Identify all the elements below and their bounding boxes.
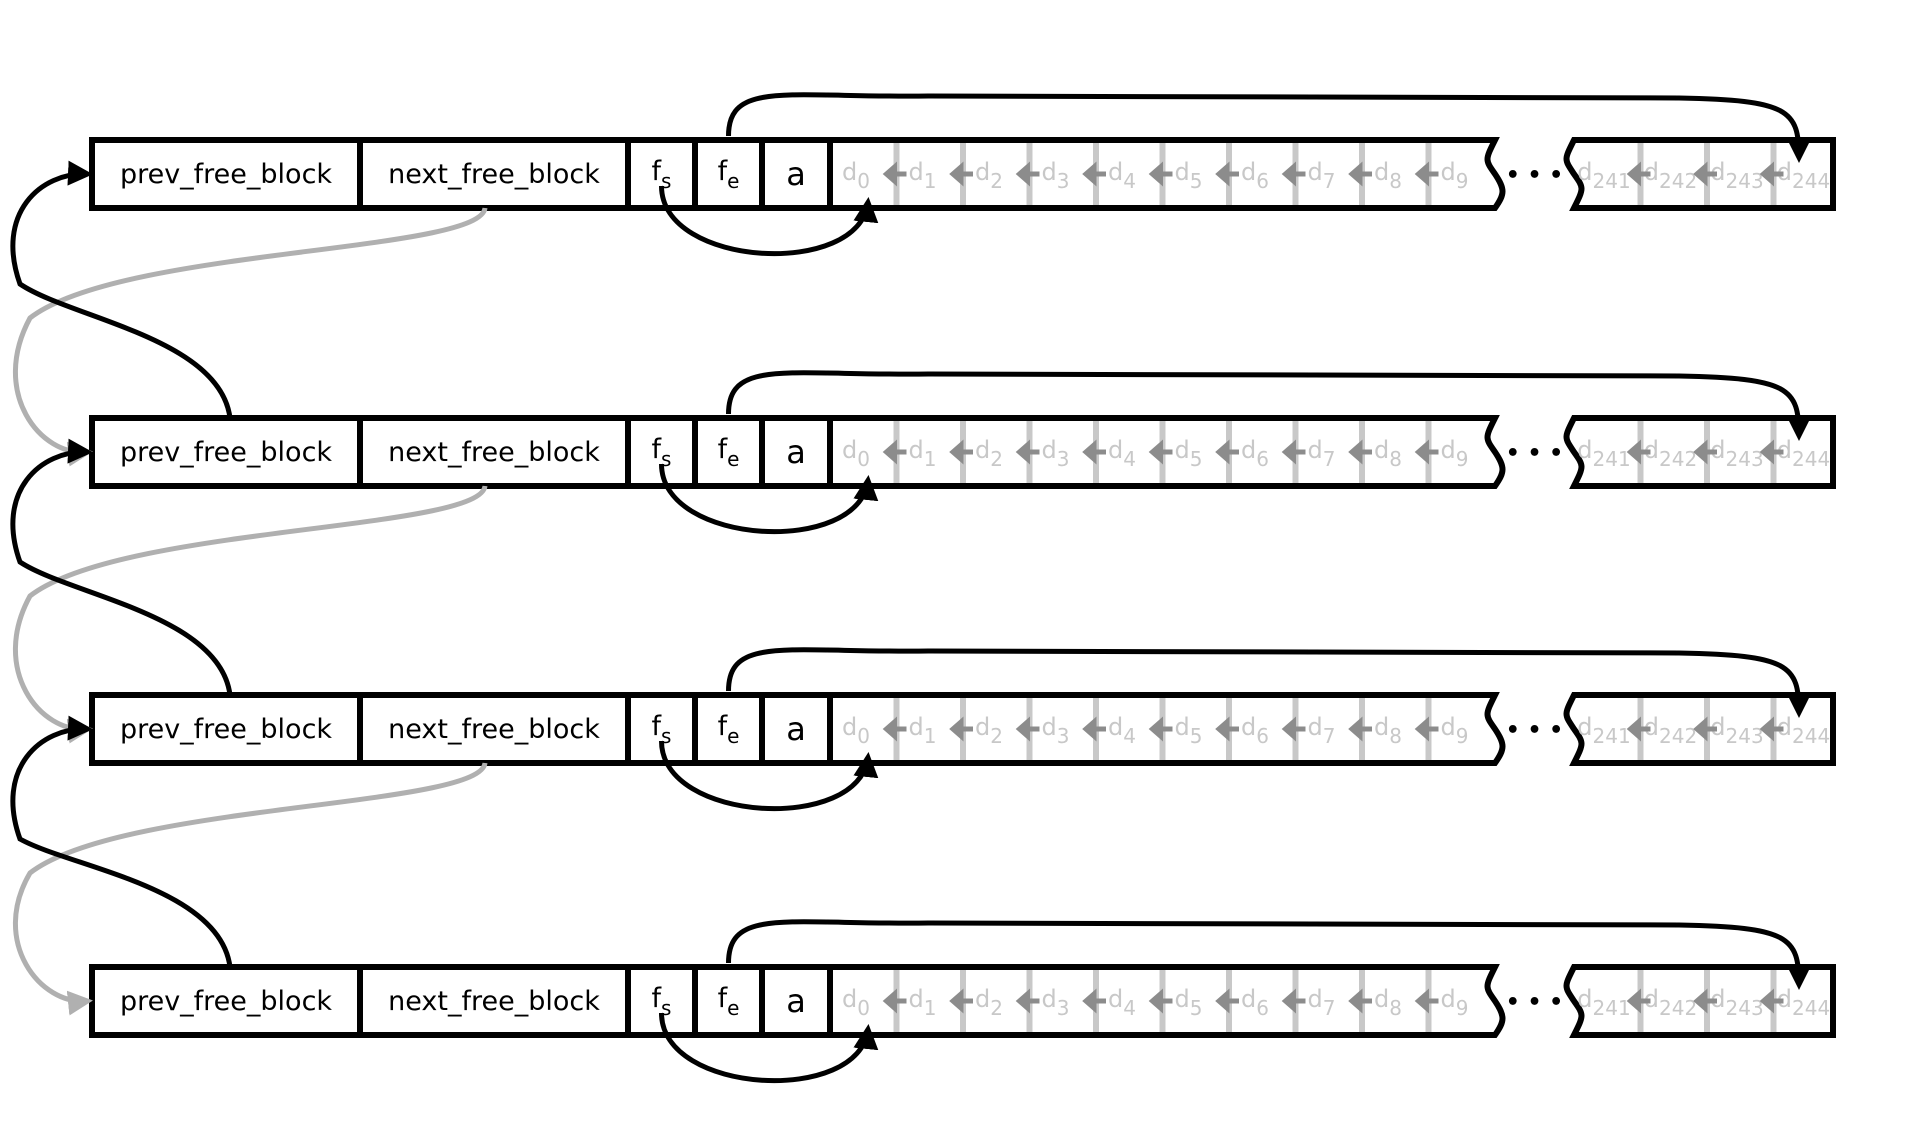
ellipsis: • • •	[1506, 163, 1564, 188]
prev-free-block-label: prev_free_block	[120, 159, 332, 190]
free-block-4: prev_free_block next_free_block fs fe a d0 d1 d…	[92, 922, 1833, 1081]
next-free-block-label: next_free_block	[388, 714, 600, 745]
a-field-label: a	[786, 155, 806, 193]
a-field-label: a	[786, 710, 806, 748]
prev-free-block-label: prev_free_block	[120, 437, 332, 468]
a-field-label: a	[786, 982, 806, 1020]
free-block-3: prev_free_block next_free_block fs fe a d0 d1 d…	[92, 650, 1833, 809]
next-free-block-label: next_free_block	[388, 159, 600, 190]
free-block-2: prev_free_block next_free_block fs fe a d0 d1 d…	[92, 373, 1833, 532]
next-free-block-label: next_free_block	[388, 986, 600, 1017]
next-free-block-label: next_free_block	[388, 437, 600, 468]
prev-free-block-label: prev_free_block	[120, 986, 332, 1017]
free-block-1: prev_free_block next_free_block fs fe a d0 d1 d…	[92, 95, 1833, 254]
prev-free-block-label: prev_free_block	[120, 714, 332, 745]
ellipsis: • • •	[1506, 441, 1564, 466]
ellipsis: • • •	[1506, 990, 1564, 1015]
ellipsis: • • •	[1506, 718, 1564, 743]
a-field-label: a	[786, 433, 806, 471]
